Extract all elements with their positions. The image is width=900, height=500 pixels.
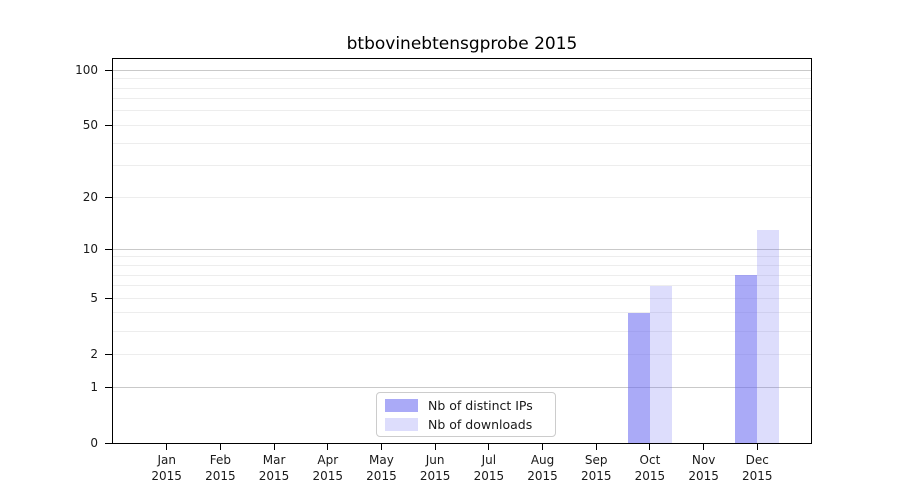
x-tick-mark: [756, 444, 758, 450]
y-tick-mark: [105, 248, 113, 250]
minor-gridline: [113, 265, 811, 266]
x-tick-month: Oct: [639, 453, 661, 467]
minor-gridline: [113, 142, 811, 144]
y-tick-label: 100: [75, 63, 98, 78]
x-tick-label: Aug 2015: [513, 452, 573, 484]
minor-gridline: [113, 196, 811, 198]
minor-gridline: [113, 274, 811, 276]
minor-gridline: [113, 110, 811, 112]
y-tick-mark: [105, 442, 113, 444]
legend-swatch: [385, 417, 418, 431]
y-tick-label: 2: [90, 347, 98, 362]
y-tick-label: 5: [90, 291, 98, 306]
major-gridline: [113, 386, 811, 388]
x-tick-mark: [219, 444, 221, 450]
minor-gridline: [113, 98, 811, 100]
bar-oct-downloads: [649, 285, 672, 443]
x-tick-month: May: [369, 453, 394, 467]
minor-gridline: [113, 256, 811, 258]
minor-gridline: [113, 312, 811, 314]
x-tick-label: Jan 2015: [137, 452, 197, 484]
minor-gridline: [113, 285, 811, 287]
x-tick-month: Mar: [262, 453, 286, 467]
x-tick-year: 2015: [688, 469, 719, 483]
minor-gridline: [113, 353, 811, 355]
major-gridline: [113, 69, 811, 71]
x-tick-mark: [595, 444, 597, 450]
x-tick-year: 2015: [580, 469, 612, 483]
x-tick-mark: [649, 444, 651, 450]
x-tick-month: Apr: [317, 453, 339, 467]
y-tick-mark: [105, 196, 113, 198]
x-tick-month: Feb: [209, 453, 231, 467]
y-tick-mark: [105, 386, 113, 388]
bar-dec-ips: [735, 275, 758, 443]
x-tick-mark: [327, 444, 329, 450]
x-tick-year: 2015: [151, 469, 182, 483]
x-tick-mark: [488, 444, 490, 450]
y-tick-label: 10: [82, 242, 98, 257]
x-tick-label: Jul 2015: [459, 452, 519, 484]
x-tick-year: 2015: [366, 469, 397, 483]
x-tick-year: 2015: [742, 469, 773, 483]
legend-item: Nb of distinct IPs: [385, 398, 547, 413]
legend-label: Nb of distinct IPs: [428, 397, 533, 413]
y-tick-label: 1: [90, 380, 98, 394]
legend: Nb of distinct IPs Nb of downloads: [376, 392, 556, 437]
legend-swatch: [385, 398, 418, 412]
x-tick-month: Sep: [584, 453, 608, 467]
x-tick-year: 2015: [527, 469, 558, 483]
legend-label: Nb of downloads: [428, 416, 533, 432]
minor-gridline: [113, 87, 811, 89]
x-tick-month: Jun: [425, 453, 445, 467]
x-tick-month: Aug: [530, 453, 555, 467]
x-tick-label: Dec 2015: [727, 452, 787, 484]
x-tick-mark: [434, 444, 436, 450]
x-tick-year: 2015: [419, 469, 451, 483]
legend-item: Nb of downloads: [385, 417, 547, 432]
y-tick-label: 50: [82, 118, 98, 133]
minor-gridline: [113, 330, 811, 332]
x-tick-year: 2015: [473, 469, 505, 483]
x-tick-month: Jan: [157, 453, 176, 467]
x-tick-label: Nov 2015: [674, 452, 734, 484]
x-tick-mark: [703, 444, 705, 450]
y-tick-label: 0: [90, 436, 98, 450]
bar-oct-ips: [627, 312, 650, 443]
major-gridline: [113, 248, 811, 250]
bar-dec-downloads: [757, 229, 780, 443]
x-tick-mark: [380, 444, 382, 450]
x-tick-year: 2015: [258, 469, 290, 483]
y-tick-mark: [105, 69, 113, 71]
minor-gridline: [113, 124, 811, 126]
minor-gridline: [113, 78, 811, 80]
x-tick-label: Sep 2015: [566, 452, 626, 484]
plot-area: [113, 59, 811, 443]
x-tick-label: Mar 2015: [244, 452, 304, 484]
x-tick-month: Jul: [481, 453, 497, 467]
chart-title: btbovinebtensgprobe 2015: [346, 34, 578, 54]
x-tick-label: Feb 2015: [190, 452, 250, 484]
x-tick-mark: [542, 444, 544, 450]
x-tick-month: Nov: [691, 453, 716, 467]
y-tick-label: 20: [82, 190, 98, 205]
x-tick-mark: [166, 444, 168, 450]
minor-gridline: [113, 297, 811, 299]
x-tick-year: 2015: [634, 469, 666, 483]
x-tick-mark: [273, 444, 275, 450]
x-tick-year: 2015: [312, 469, 344, 483]
x-tick-label: Apr 2015: [298, 452, 358, 484]
y-tick-mark: [105, 124, 113, 126]
x-tick-label: May 2015: [351, 452, 411, 484]
y-tick-mark: [105, 353, 113, 355]
x-tick-label: Jun 2015: [405, 452, 465, 484]
y-tick-mark: [105, 297, 113, 299]
x-tick-month: Dec: [745, 453, 769, 467]
x-tick-year: 2015: [205, 469, 236, 483]
minor-gridline: [113, 165, 811, 167]
x-tick-label: Oct 2015: [620, 452, 680, 484]
